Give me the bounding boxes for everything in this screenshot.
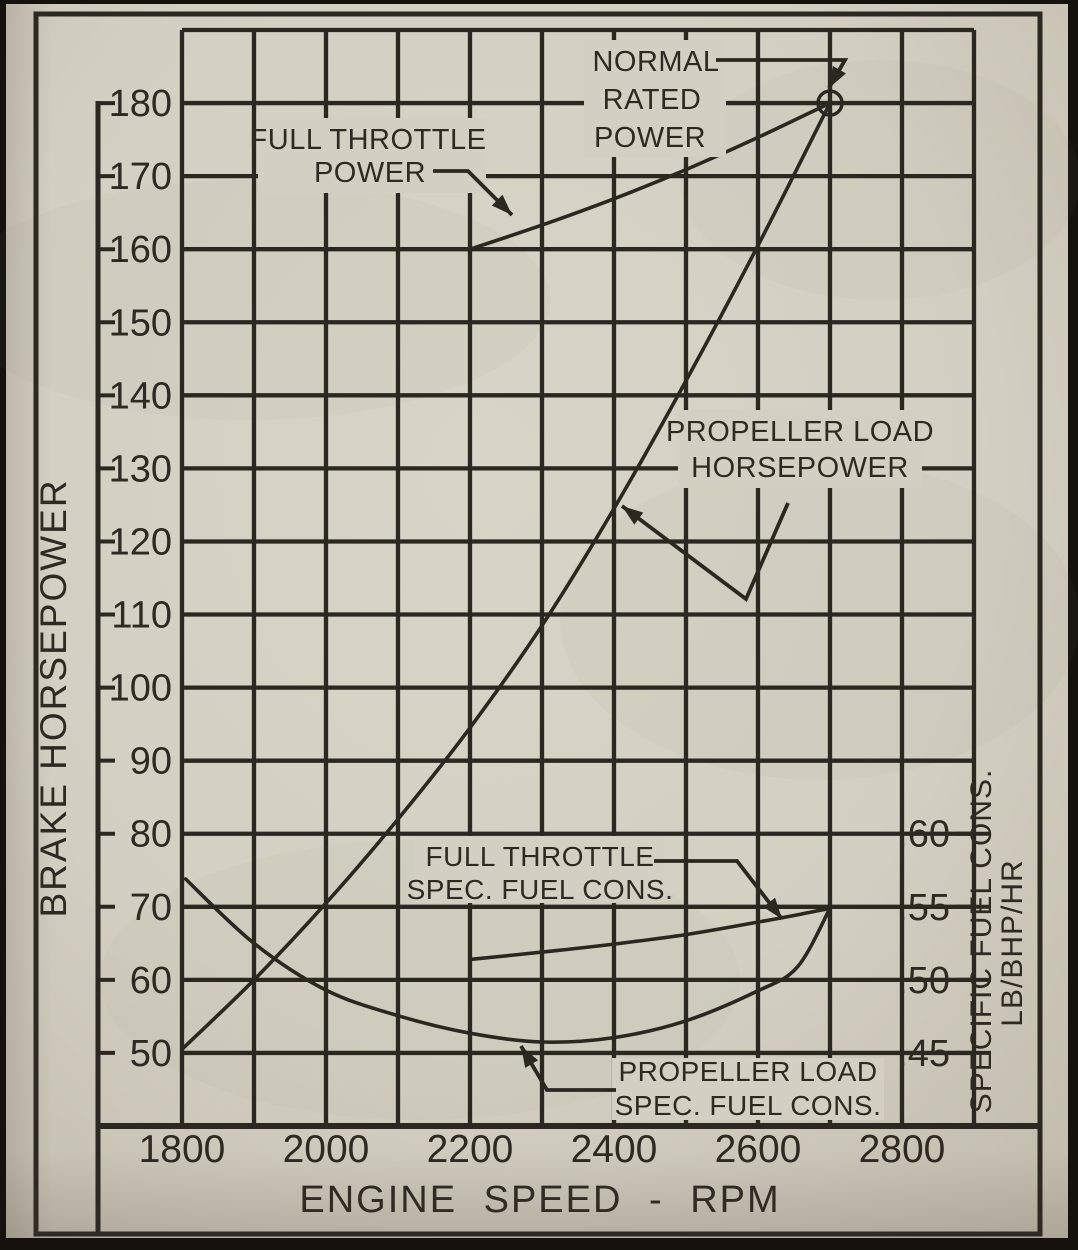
propeller-load-horsepower-arrowhead (622, 506, 644, 525)
y2-tick-label-.55: .55 (897, 887, 950, 929)
y-tick-label-90: 90 (130, 741, 172, 783)
y2-tick-label-.60: .60 (897, 814, 950, 856)
y2-axis-title-line1: SPECIFIC FUEL CONS. (965, 769, 998, 1114)
propeller-load-horsepower-label-line1: PROPELLER LOAD (666, 416, 934, 448)
paper-mottle (680, 60, 1078, 300)
curve-propeller-load-horsepower (180, 101, 832, 1052)
y-tick-label-110: 110 (111, 595, 172, 637)
y2-tick-label-.50: .50 (897, 960, 950, 1002)
full-throttle-power-label-line1: FULL THROTTLE (250, 124, 487, 156)
full-throttle-sfc-label-mask (415, 836, 665, 903)
propeller-load-horsepower-leader-line (620, 502, 790, 602)
paper-mottle (0, 180, 550, 420)
y-tick-label-60: 60 (130, 960, 172, 1002)
propeller-load-horsepower-label-line2: HORSEPOWER (691, 452, 909, 484)
y-tick-label-180: 180 (109, 83, 172, 125)
normal-rated-power-arrowhead (829, 66, 846, 88)
full-throttle-sfc-leader-line (654, 859, 784, 921)
y-tick-label-70: 70 (130, 887, 172, 929)
normal-rated-power-label-mask (584, 40, 726, 157)
normal-rated-power-label-line3: POWER (594, 122, 706, 154)
y2-tick-label-.45: .45 (897, 1033, 950, 1075)
curve-full-throttle-spec-fuel-cons- (468, 906, 832, 962)
normal-rated-power-label-line1: NORMAL (592, 46, 719, 78)
full-throttle-power-label-line2: POWER (314, 157, 426, 189)
paper-mottle (560, 460, 1078, 780)
y-tick-label-150: 150 (109, 302, 172, 344)
y-tick-label-50: 50 (130, 1033, 172, 1075)
full-throttle-sfc-arrowhead (763, 897, 782, 919)
full-throttle-power-arrowhead (491, 194, 512, 215)
full-throttle-sfc-label-line1: FULL THROTTLE (426, 841, 655, 872)
normal-rated-power-marker (816, 89, 844, 117)
y-tick-label-120: 120 (109, 521, 172, 563)
vignette-bottom (6, 1150, 1068, 1238)
propeller-load-sfc-arrowhead (521, 1046, 539, 1068)
vignette-left (6, 4, 52, 1238)
y-tick-label-80: 80 (130, 814, 172, 856)
full-throttle-power-label-mask (258, 118, 486, 193)
full-throttle-sfc-label-line2: SPEC. FUEL CONS. (407, 874, 674, 905)
y-tick-label-160: 160 (109, 229, 172, 271)
y-tick-label-170: 170 (109, 156, 172, 198)
propeller-load-horsepower-label-mask (678, 410, 922, 488)
curve-propeller-load-spec-fuel-cons- (183, 877, 832, 1044)
propeller-load-sfc-label-line1: PROPELLER LOAD (618, 1056, 877, 1087)
propeller-load-sfc-label-line2: SPEC. FUEL CONS. (615, 1090, 882, 1121)
curve-full-throttle-power (468, 101, 832, 251)
y-tick-label-140: 140 (109, 375, 172, 417)
y-tick-label-100: 100 (109, 668, 172, 710)
y2-axis-title-line2: LB/BHP/HR (996, 859, 1029, 1026)
y-tick-label-130: 130 (109, 448, 172, 490)
normal-rated-power-label-line2: RATED (603, 84, 702, 116)
propeller-load-sfc-label-mask (612, 1058, 884, 1120)
